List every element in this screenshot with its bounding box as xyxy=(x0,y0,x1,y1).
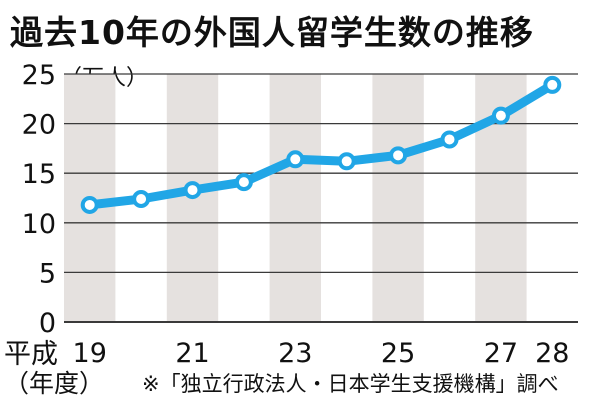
data-point xyxy=(183,181,202,200)
x-tick-label: 25 xyxy=(381,338,415,369)
series-line xyxy=(85,80,557,210)
x-tick-label: 21 xyxy=(175,338,209,369)
x-tick-label: 27 xyxy=(484,338,518,369)
y-tick-label: 10 xyxy=(22,209,56,240)
source-note: ※「独立行政法人・日本学生支援機構」調べ xyxy=(142,372,559,396)
data-point xyxy=(132,189,151,208)
data-point xyxy=(234,173,253,192)
x-axis-era-prefix: 平成 xyxy=(4,339,58,370)
y-tick-label: 0 xyxy=(39,308,56,339)
y-tick-label: 5 xyxy=(39,258,56,289)
x-tick-label: 23 xyxy=(278,338,312,369)
y-tick-label: 15 xyxy=(22,159,56,190)
y-tick-label: 20 xyxy=(22,110,56,141)
x-axis-unit-label: （年度） xyxy=(4,369,105,398)
data-point xyxy=(337,152,356,171)
x-tick-label: 19 xyxy=(73,338,107,369)
background-band xyxy=(269,74,321,322)
chart-title: 過去10年の外国人留学生数の推移 xyxy=(10,13,534,52)
data-point xyxy=(389,146,408,165)
data-point xyxy=(543,75,562,94)
x-tick-label: 28 xyxy=(535,338,569,369)
data-point xyxy=(286,150,305,169)
data-point xyxy=(491,106,510,125)
y-tick-label: 25 xyxy=(22,60,56,91)
background-band xyxy=(372,74,424,322)
data-point xyxy=(440,130,459,149)
data-point xyxy=(80,195,99,214)
